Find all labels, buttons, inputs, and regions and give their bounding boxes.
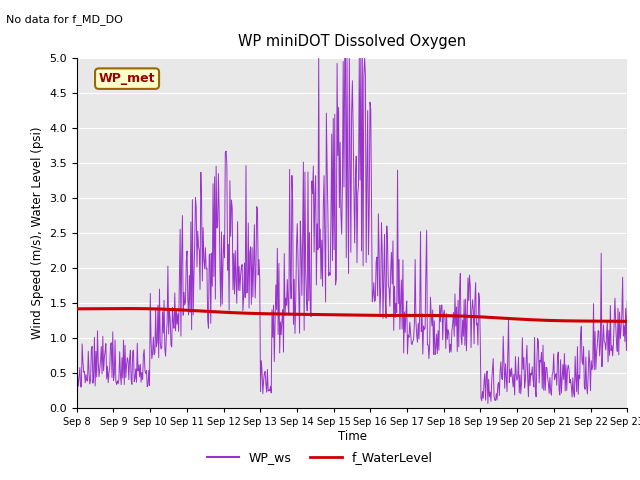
Y-axis label: Wind Speed (m/s), Water Level (psi): Wind Speed (m/s), Water Level (psi) [31, 127, 44, 339]
Text: No data for f_MD_DO: No data for f_MD_DO [6, 14, 124, 25]
Legend: WP_ws, f_WaterLevel: WP_ws, f_WaterLevel [202, 446, 438, 469]
X-axis label: Time: Time [337, 430, 367, 443]
Title: WP miniDOT Dissolved Oxygen: WP miniDOT Dissolved Oxygen [238, 35, 466, 49]
Text: WP_met: WP_met [99, 72, 156, 85]
